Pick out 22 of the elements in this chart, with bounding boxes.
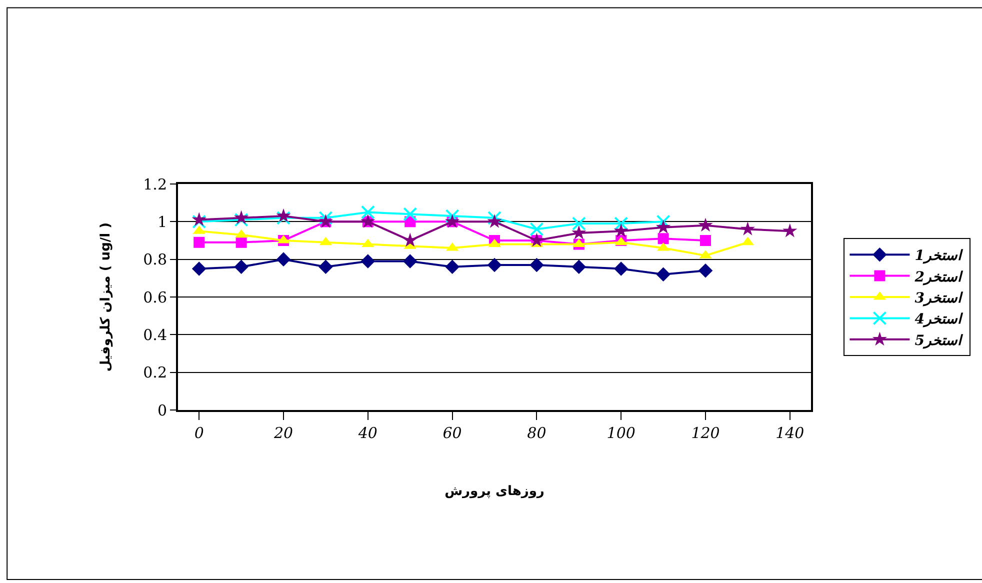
x-tick-label: 20 bbox=[272, 424, 294, 442]
y-tick-label: 0 bbox=[157, 401, 167, 420]
x-tick-label: 140 bbox=[776, 424, 805, 442]
legend-label: استخر2 bbox=[914, 269, 964, 286]
legend-label: استخر1 bbox=[914, 248, 964, 264]
y-axis-title: میزان کلروفیل ( ug/l ) bbox=[98, 222, 114, 372]
y-tick-label: 0.2 bbox=[143, 364, 167, 382]
x-tick-label: 100 bbox=[606, 424, 636, 442]
y-tick-label: 0.8 bbox=[143, 250, 167, 269]
y-tick-label: 0.4 bbox=[143, 326, 167, 344]
y-tick-label: 1 bbox=[157, 212, 167, 231]
x-tick-label: 0 bbox=[194, 424, 204, 442]
y-tick-label: 0.6 bbox=[143, 288, 167, 306]
y-tick-label: 1.2 bbox=[143, 175, 167, 194]
x-tick-label: 120 bbox=[691, 424, 720, 442]
legend-label: استخر3 bbox=[914, 290, 964, 306]
x-axis-title: روزهای پرورش bbox=[444, 484, 544, 500]
x-tick-label: 60 bbox=[442, 424, 462, 442]
x-tick-label: 80 bbox=[527, 424, 547, 442]
legend-label: استخر5 bbox=[914, 332, 964, 349]
legend-label: استخر4 bbox=[914, 312, 964, 328]
x-tick-label: 40 bbox=[357, 424, 378, 442]
